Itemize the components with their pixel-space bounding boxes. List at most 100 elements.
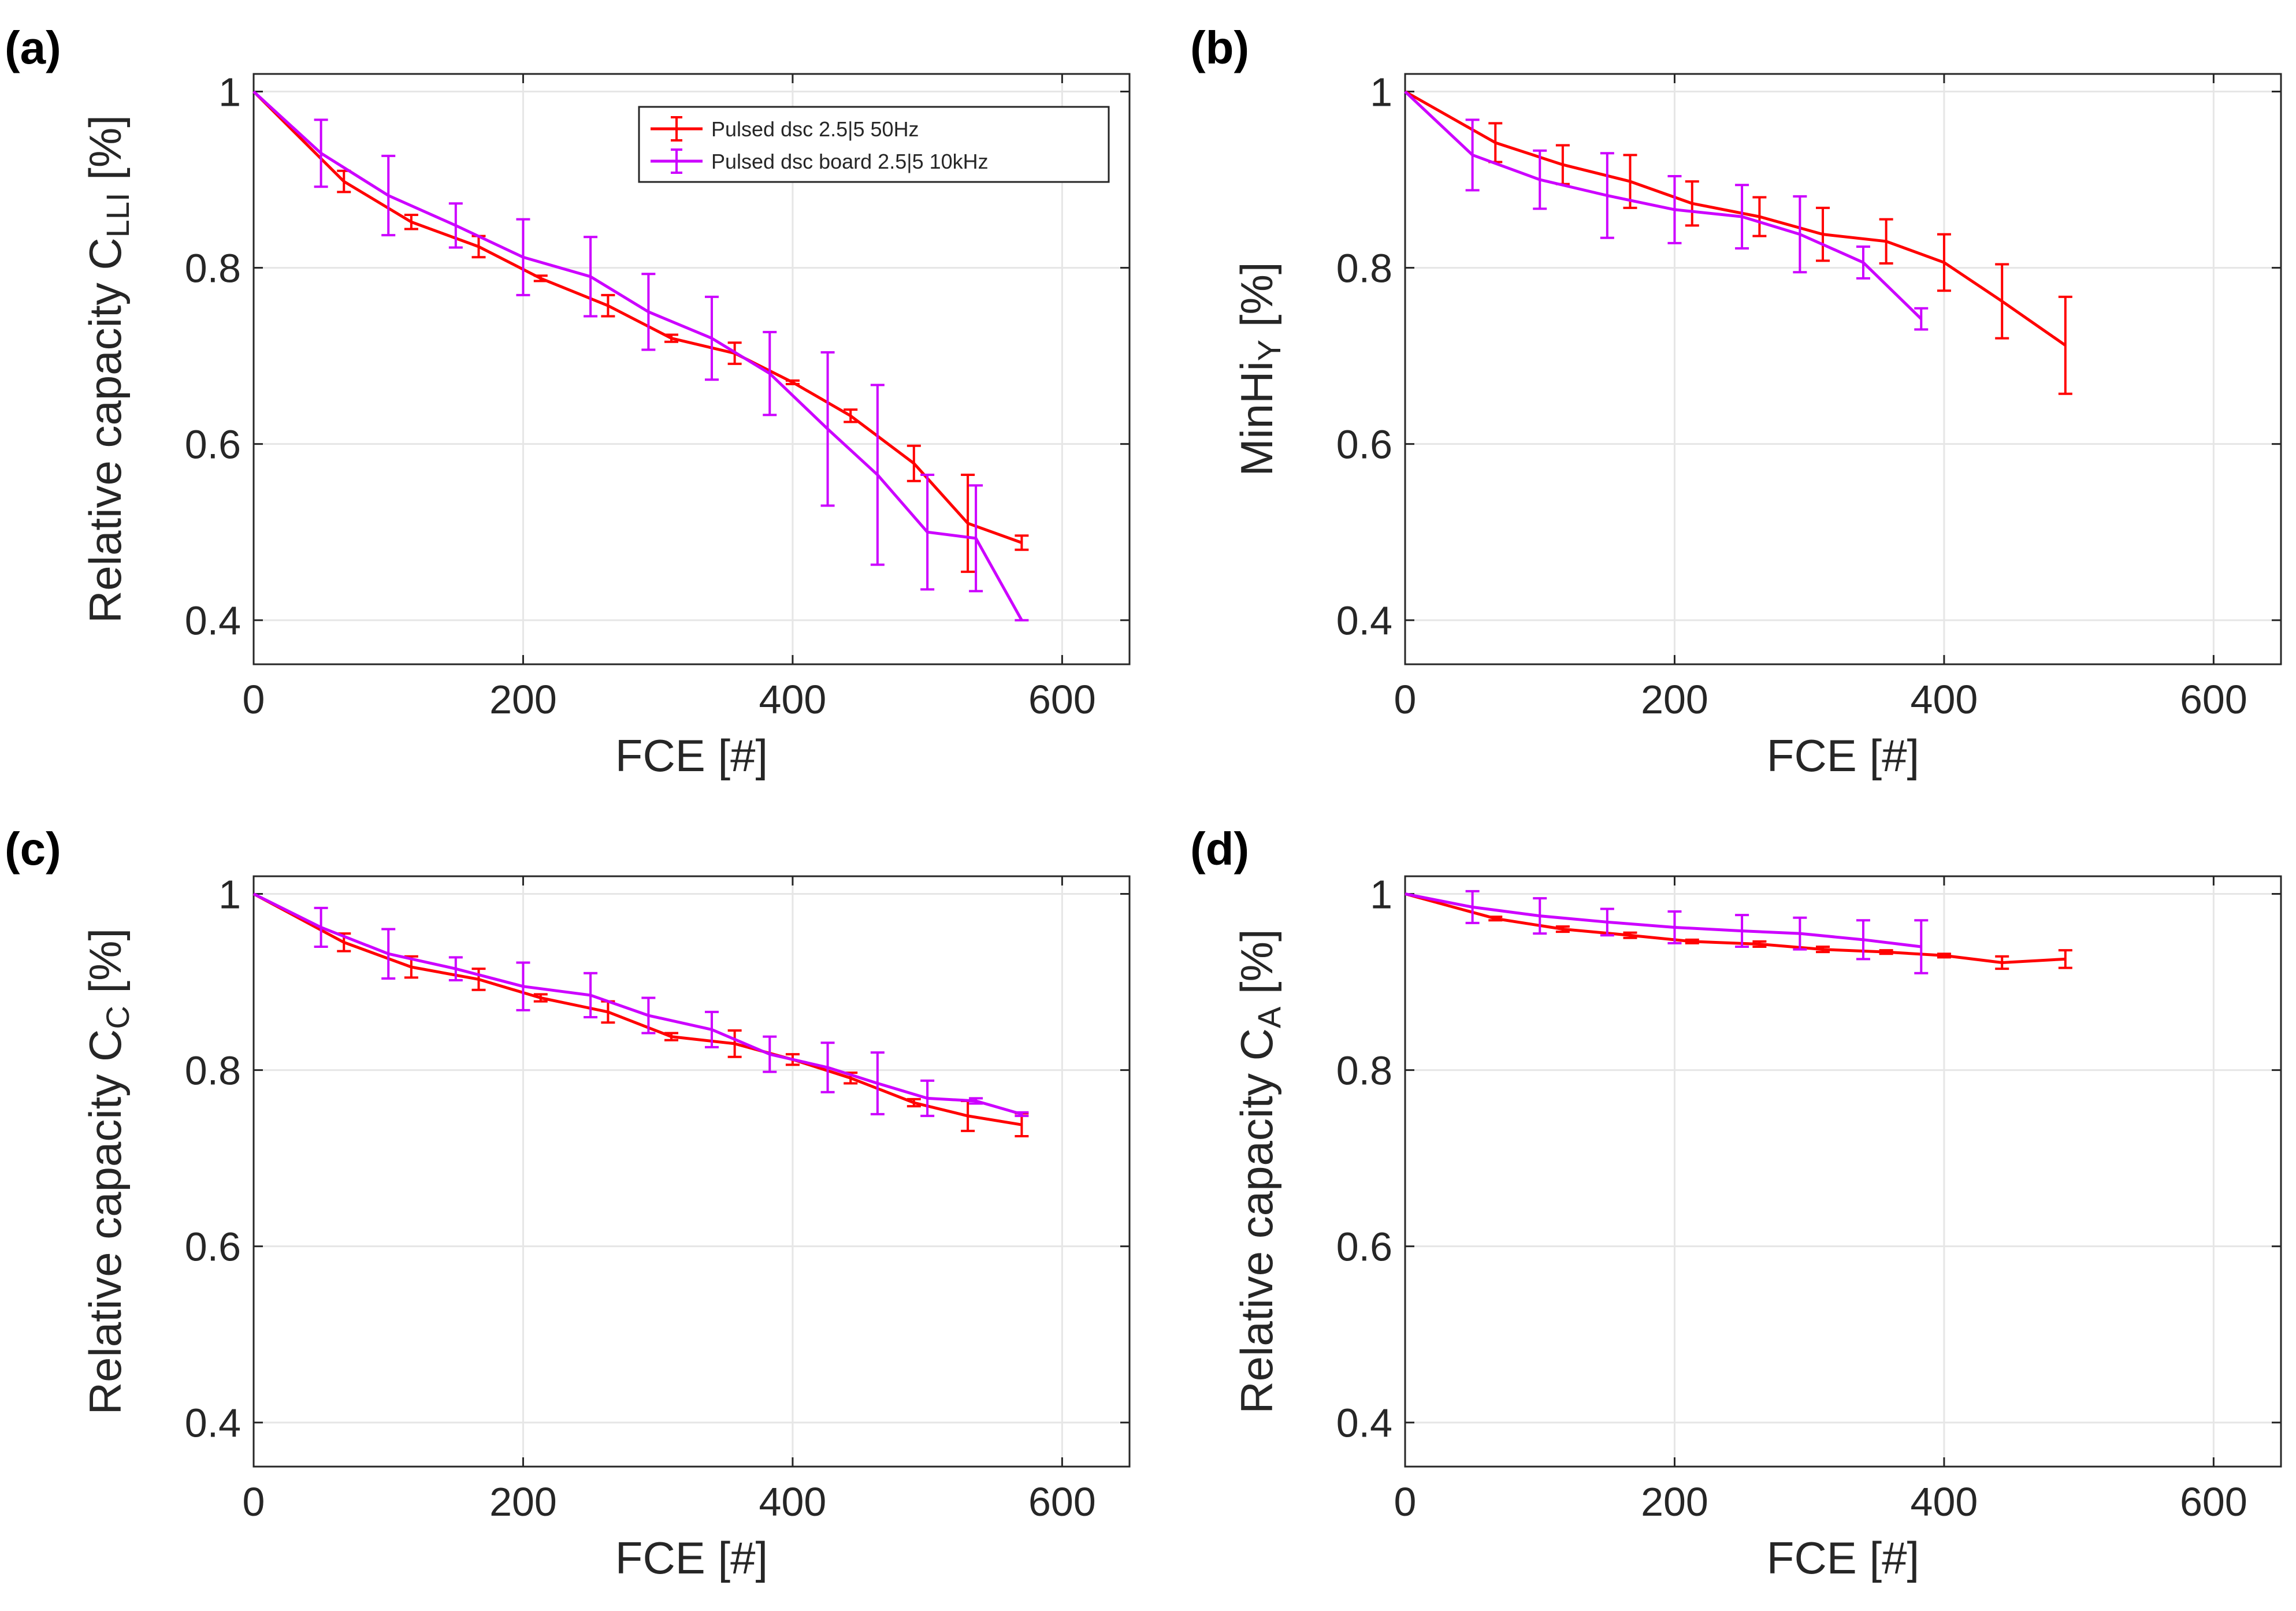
x-axis-label: FCE [#] — [615, 1532, 768, 1583]
y-axis-label-unit: [%] — [1231, 262, 1282, 339]
error-bar — [1856, 245, 1870, 280]
error-bar — [314, 118, 328, 188]
error-bar — [1914, 307, 1929, 331]
y-tick-label: 1 — [218, 872, 241, 917]
y-tick-label: 1 — [1370, 70, 1392, 115]
error-bar — [1533, 897, 1547, 935]
legend-label: Pulsed dsc 2.5|5 50Hz — [711, 117, 919, 141]
error-bar — [1816, 206, 1830, 262]
error-bar — [870, 384, 885, 566]
axes-box — [252, 875, 1131, 1468]
y-tick-label: 0.8 — [185, 246, 241, 291]
error-bar — [314, 906, 328, 948]
error-bar — [1793, 195, 1807, 274]
panel-label: (b) — [1190, 22, 1249, 73]
x-tick-label: 0 — [1394, 677, 1417, 722]
x-tick-label: 200 — [489, 677, 557, 722]
error-bar — [584, 236, 598, 318]
error-bar — [1937, 953, 1951, 959]
error-bar — [969, 484, 983, 593]
error-bar — [820, 351, 835, 507]
series-2 — [252, 892, 1029, 1117]
error-bar — [1667, 174, 1682, 244]
error-bar — [1816, 946, 1830, 954]
x-tick-label: 0 — [1394, 1479, 1417, 1524]
error-bar — [381, 154, 396, 237]
legend: Pulsed dsc 2.5|5 50Hz Pulsed dsc board 2.… — [638, 106, 1110, 183]
error-bar — [906, 444, 921, 482]
y-axis-label-subscript: Y — [1251, 340, 1287, 361]
y-axis-label-subscript: A — [1251, 1006, 1287, 1028]
y-axis-label-main: Relative capacity C — [80, 1029, 131, 1415]
error-bar — [1879, 218, 1893, 265]
x-tick-label: 600 — [1028, 677, 1096, 722]
error-bar — [448, 956, 463, 981]
series-line — [252, 90, 1023, 621]
error-bar — [1555, 925, 1570, 933]
y-axis-label-main: Relative capacity C — [1231, 1028, 1282, 1414]
axes-box — [1404, 875, 2282, 1468]
y-axis-label-unit: [%] — [80, 928, 131, 1006]
x-tick-label: 200 — [489, 1479, 557, 1524]
y-tick-label: 0.8 — [1336, 1048, 1392, 1093]
error-bar — [785, 379, 800, 385]
x-tick-label: 0 — [243, 1479, 265, 1524]
x-axis-label: FCE [#] — [1767, 1532, 1919, 1583]
series-2 — [252, 90, 1029, 622]
error-bar — [1856, 919, 1870, 961]
error-bar — [1685, 180, 1699, 227]
error-bar — [1793, 916, 1807, 951]
error-bar — [1752, 196, 1767, 237]
legend-item-1: Pulsed dsc 2.5|5 50Hz — [651, 116, 919, 142]
error-bar — [1600, 907, 1614, 937]
error-bar — [1465, 118, 1480, 192]
y-tick-label: 0.6 — [185, 422, 241, 467]
y-tick-label: 0.4 — [1336, 1401, 1392, 1446]
error-bar — [1015, 534, 1029, 551]
y-axis-label-unit: [%] — [80, 115, 131, 192]
error-bar — [1667, 910, 1682, 944]
y-tick-label: 0.4 — [185, 598, 241, 643]
legend-box — [638, 106, 1110, 183]
legend-label: Pulsed dsc board 2.5|5 10kHz — [711, 150, 989, 173]
error-bar — [906, 1097, 921, 1108]
error-bar — [471, 968, 486, 991]
panel-label: (c) — [5, 823, 61, 875]
error-bar — [969, 1097, 983, 1105]
error-bar — [704, 295, 719, 381]
error-bar — [920, 474, 935, 591]
series-1 — [252, 90, 1029, 573]
x-tick-label: 600 — [1028, 1479, 1096, 1524]
series-2 — [1404, 90, 1929, 331]
error-bar — [1937, 233, 1951, 292]
chart-panel-4: (d) 0 200 400 600 0.4 0.6 0.8 1 FCE [#] Relative c… — [1190, 823, 2282, 1583]
error-bar — [1995, 263, 2009, 340]
error-bar — [1685, 938, 1699, 944]
y-axis-label-unit: [%] — [1231, 929, 1282, 1006]
y-axis-label-main: Relative capacity C — [80, 237, 131, 623]
series-1 — [252, 892, 1029, 1137]
error-bar — [1735, 184, 1749, 250]
error-bar — [516, 218, 530, 296]
y-tick-label: 0.6 — [185, 1225, 241, 1270]
error-bar — [727, 1029, 742, 1058]
x-tick-label: 0 — [243, 677, 265, 722]
y-tick-label: 0.6 — [1336, 1225, 1392, 1270]
error-bar — [920, 1079, 935, 1117]
panel-label: (a) — [5, 22, 61, 73]
error-bar — [844, 408, 858, 423]
chart-panel-2: (b) 0 200 400 600 0.4 0.6 0.8 1 FCE [#] MinHiY [%] — [1190, 22, 2282, 781]
x-tick-label: 400 — [759, 1479, 827, 1524]
axes-box — [1404, 73, 2282, 665]
error-bar — [404, 214, 418, 230]
y-axis-label: Relative capacity CC [%] — [80, 928, 136, 1415]
x-tick-label: 400 — [1911, 677, 1978, 722]
error-bar — [763, 330, 777, 416]
error-bar — [1465, 890, 1480, 924]
x-tick-label: 200 — [1641, 1479, 1708, 1524]
y-axis-label: MinHiY [%] — [1231, 262, 1287, 476]
error-bar — [1533, 149, 1547, 210]
error-bar — [704, 1010, 719, 1048]
y-axis-label: Relative capacity CA [%] — [1231, 929, 1287, 1413]
